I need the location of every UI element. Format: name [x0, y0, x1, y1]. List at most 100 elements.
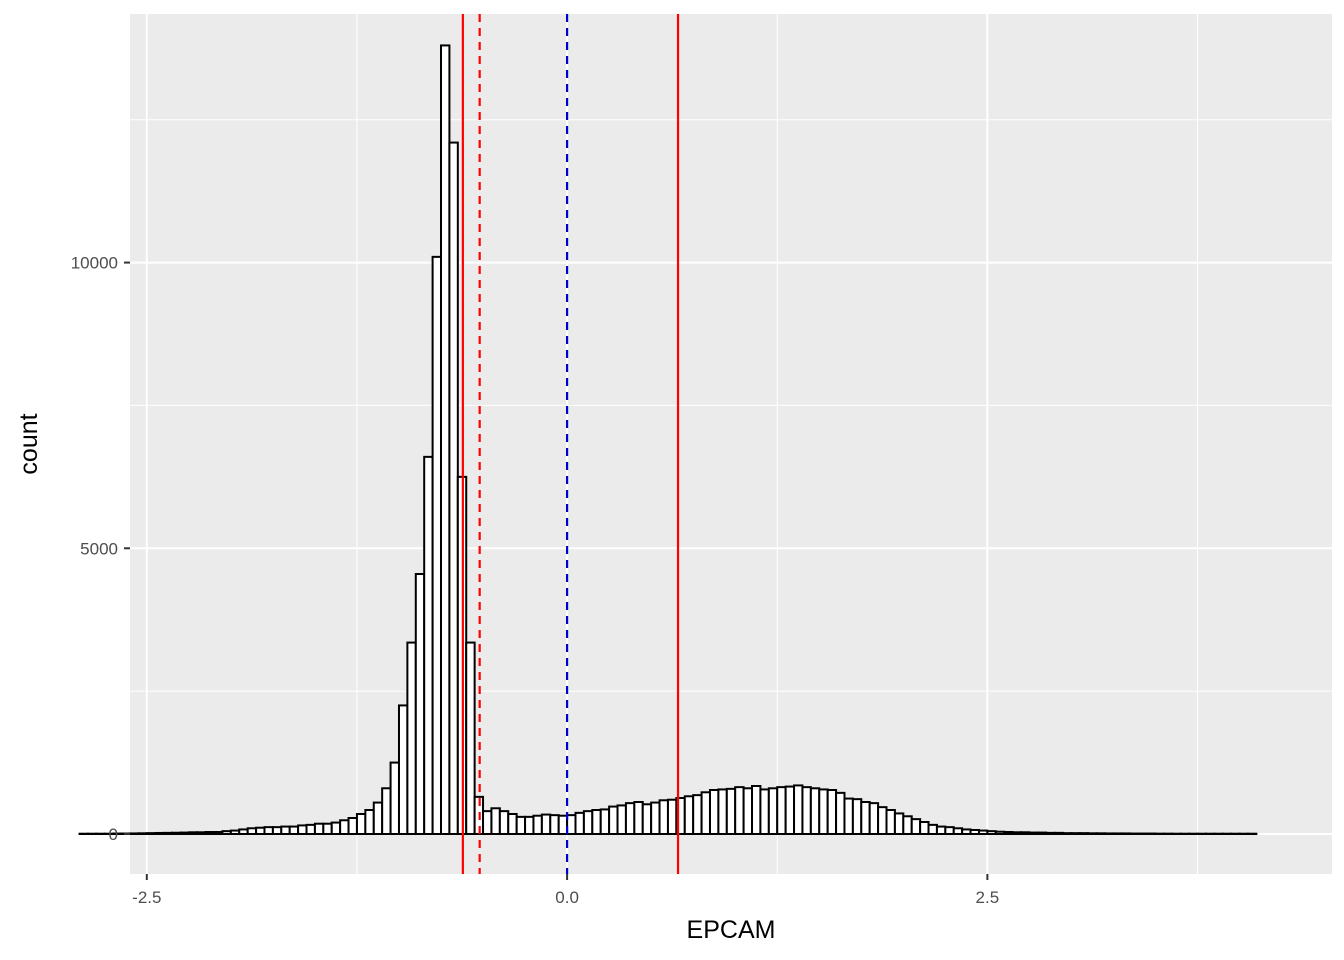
histogram-bar	[355, 813, 367, 835]
histogram-bar	[440, 44, 451, 835]
histogram-bar	[297, 824, 308, 836]
histogram-bar	[238, 828, 249, 836]
histogram-bar	[532, 814, 543, 836]
histogram-bar	[406, 641, 417, 835]
histogram-bar	[927, 823, 938, 835]
histogram-bar	[347, 817, 358, 835]
histogram-bar	[515, 815, 527, 835]
histogram-bar	[221, 830, 232, 836]
histogram-bar	[1053, 831, 1065, 835]
y-tick-label: 10000	[71, 254, 118, 273]
minor-gridlines	[130, 14, 1332, 874]
histogram-bar	[851, 798, 863, 836]
histogram-bar	[507, 813, 518, 835]
y-tick-label: 5000	[80, 539, 118, 558]
histogram-bar	[389, 761, 400, 835]
y-axis-ticks: 0 5000 10000	[71, 254, 130, 844]
histogram-bar	[641, 803, 653, 835]
histogram-bar	[1120, 832, 1132, 836]
histogram-bar	[1028, 831, 1039, 835]
histogram-bar	[793, 784, 804, 836]
histogram-bars	[78, 44, 1258, 836]
histogram-bar	[977, 829, 989, 835]
histogram-bar	[288, 825, 300, 835]
histogram-bar	[784, 785, 796, 835]
histogram-bar	[1003, 831, 1014, 835]
histogram-bar	[1062, 832, 1073, 836]
histogram-bar	[204, 831, 216, 835]
histogram-bar	[255, 826, 266, 836]
histogram-bar	[944, 826, 955, 836]
histogram-bar	[717, 788, 728, 836]
histogram-bar	[994, 830, 1006, 836]
histogram-bar	[616, 804, 627, 836]
histogram-bar	[490, 807, 501, 835]
histogram-bar	[322, 822, 333, 836]
x-tick-label: 0.0	[555, 888, 579, 907]
histogram-bar	[137, 832, 148, 835]
histogram-bar	[835, 791, 846, 835]
histogram-bar	[902, 815, 913, 835]
histogram-bar	[725, 787, 737, 835]
histogram-bar	[431, 255, 443, 836]
histogram-bar	[935, 825, 947, 835]
histogram-bar	[776, 786, 787, 836]
histogram-bar	[801, 786, 812, 836]
histogram-bar	[1019, 831, 1031, 835]
histogram-bar	[633, 801, 644, 835]
histogram-bar	[860, 801, 871, 835]
histogram-bar	[1070, 832, 1081, 836]
histogram-bar	[574, 811, 585, 835]
histogram-bar	[692, 794, 703, 836]
x-axis-ticks: -2.5 0.0 2.5	[132, 874, 999, 907]
histogram-bar	[582, 810, 594, 836]
histogram-bar	[700, 791, 711, 835]
histogram-bar	[599, 808, 611, 836]
histogram-bar	[759, 788, 770, 836]
histogram-bar	[482, 810, 493, 836]
histogram-bar	[1036, 831, 1048, 835]
histogram-bar	[910, 818, 922, 836]
histogram-bar	[313, 822, 325, 836]
histogram-bar	[229, 829, 241, 835]
x-axis-title: EPCAM	[687, 916, 776, 944]
histogram-bar	[885, 809, 896, 835]
histogram-bar	[751, 785, 762, 835]
histogram-bar	[397, 704, 409, 836]
histogram-bar	[826, 789, 838, 835]
histogram-bar	[961, 828, 972, 836]
histogram-bar	[986, 830, 997, 836]
histogram-bar	[196, 831, 207, 835]
histogram-bar	[330, 821, 342, 835]
histogram-bar	[154, 831, 165, 836]
histogram-bar	[465, 641, 476, 835]
histogram-bar	[919, 821, 930, 835]
histogram-bar	[608, 805, 619, 835]
histogram-bar	[372, 801, 384, 835]
histogram-bar	[658, 799, 669, 835]
histogram-bar	[1112, 832, 1123, 836]
histogram-bar	[162, 831, 174, 835]
histogram-bar	[448, 141, 459, 836]
histogram-bar	[734, 786, 745, 836]
histogram-bar	[708, 789, 720, 835]
histogram-bar	[843, 797, 854, 835]
histogram-bar	[271, 826, 283, 836]
histogram-bar	[557, 814, 569, 836]
histogram-bar	[868, 802, 880, 836]
histogram-bar	[683, 795, 695, 835]
histogram-bar	[364, 809, 375, 835]
histogram-bar	[952, 827, 964, 835]
histogram-bar	[246, 827, 258, 835]
histogram-bar	[650, 801, 661, 835]
histogram-bar	[213, 831, 224, 835]
histogram-bar	[969, 829, 980, 835]
histogram-bar	[893, 812, 905, 836]
histogram-bar	[381, 787, 392, 835]
histogram-bar	[145, 832, 157, 836]
histogram-bar	[280, 825, 291, 835]
histogram-bar	[524, 815, 535, 835]
histogram-bar	[498, 810, 510, 836]
x-tick-label: 2.5	[976, 888, 1000, 907]
